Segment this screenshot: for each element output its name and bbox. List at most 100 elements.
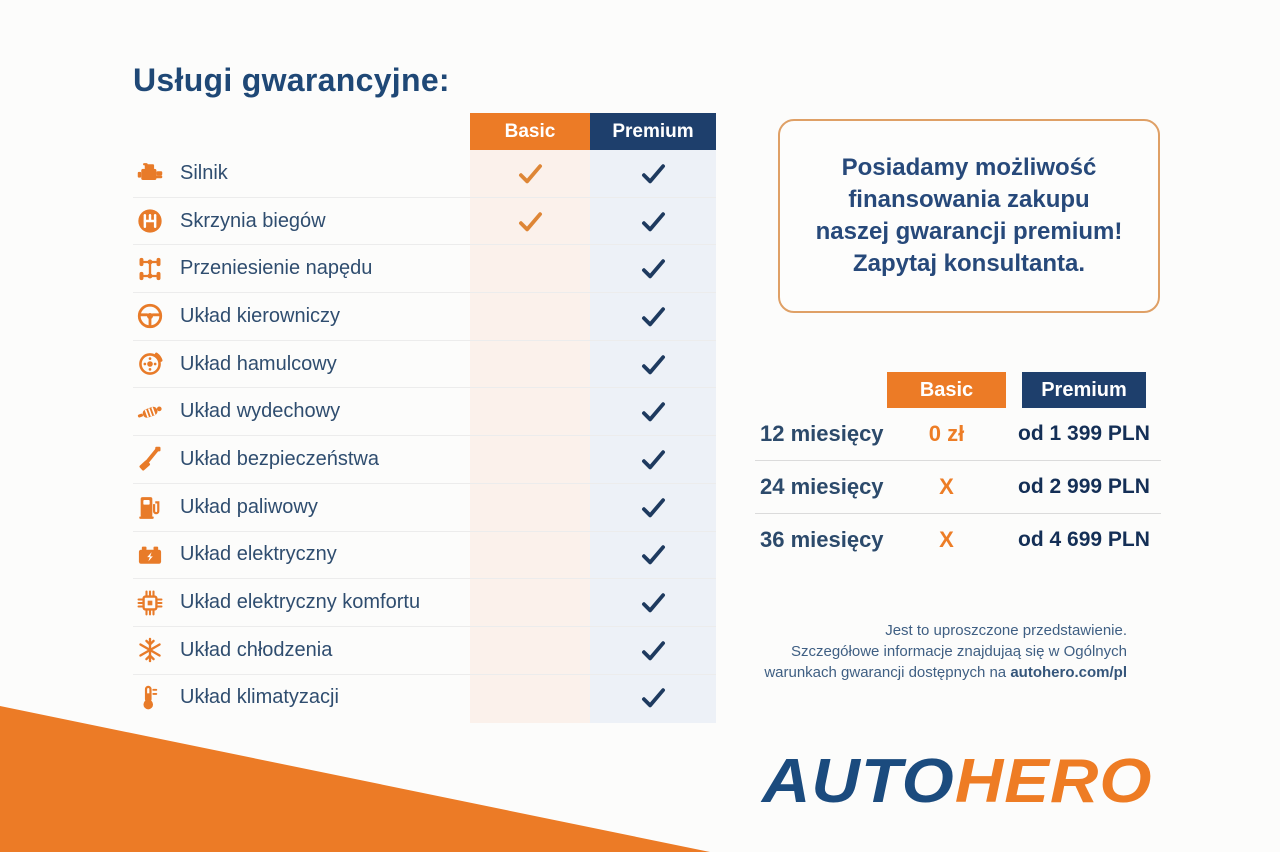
service-label: Układ kierowniczy [180, 304, 341, 327]
pricing-header-basic: Basic [887, 372, 1006, 408]
website-url: autohero.com/pl [1010, 664, 1127, 681]
check-icon [640, 446, 667, 473]
service-row: Układ kierowniczy [133, 293, 716, 341]
check-icon [517, 160, 544, 187]
check-icon [640, 589, 667, 616]
service-row: Układ hamulcowy [133, 341, 716, 389]
pricing-basic-value: X [939, 527, 954, 552]
service-basic-cell [470, 675, 590, 722]
service-label: Układ elektryczny komfortu [180, 591, 421, 614]
service-basic-cell [470, 388, 590, 435]
service-label: Skrzynia biegów [180, 209, 326, 232]
service-premium-cell [590, 245, 716, 292]
pricing-basic-value: 0 zł [928, 421, 965, 446]
pricing-row: 12 miesięcy 0 zł od 1 399 PLN [755, 408, 1161, 460]
pricing-premium-value: od 1 399 PLN [1018, 422, 1150, 445]
check-icon [640, 160, 667, 187]
service-basic-cell [470, 627, 590, 674]
service-row: Układ elektryczny komfortu [133, 579, 716, 627]
service-label: Układ bezpieczeństwa [180, 447, 379, 470]
service-basic-cell [470, 198, 590, 245]
pricing-term: 36 miesięcy [760, 527, 884, 552]
service-premium-cell [590, 579, 716, 626]
battery-icon [135, 540, 165, 570]
service-basic-cell [470, 436, 590, 483]
premium-column-background [590, 150, 716, 723]
pricing-term: 12 miesięcy [760, 421, 884, 446]
pricing-term: 24 miesięcy [760, 474, 884, 499]
service-row: Skrzynia biegów [133, 198, 716, 246]
pricing-premium-value: od 4 699 PLN [1018, 528, 1150, 551]
snowflake-icon [135, 635, 165, 665]
steering-wheel-icon [135, 301, 165, 331]
check-icon [640, 637, 667, 664]
services-header-basic: Basic [470, 113, 590, 150]
service-row: Przeniesienie napędu [133, 245, 716, 294]
promo-text-line: naszej gwarancji premium! [815, 218, 1123, 245]
check-icon [640, 494, 667, 521]
chip-icon [135, 588, 165, 618]
service-row: Układ wydechowy [133, 388, 716, 437]
disclaimer-line-3-text: warunkach gwarancji dostępnych na [764, 664, 1011, 681]
drivetrain-icon [135, 254, 165, 284]
service-premium-cell [590, 436, 716, 483]
service-label: Układ chłodzenia [180, 638, 333, 661]
check-icon [640, 684, 667, 711]
disclaimer-line-1: Jest to uproszczone przedstawienie. [885, 622, 1127, 639]
service-premium-cell [590, 150, 716, 197]
engine-icon [135, 158, 165, 188]
disclaimer-line-2: Szczegółowe informacje znajdujaą się w O… [790, 643, 1127, 660]
fuel-pump-icon [135, 492, 165, 522]
check-icon [640, 303, 667, 330]
service-basic-cell [470, 579, 590, 626]
service-basic-cell [470, 293, 590, 340]
service-row: Układ chłodzenia [133, 627, 716, 675]
service-label: Układ paliwowy [180, 495, 318, 518]
check-icon [640, 255, 667, 282]
promo-text-line: Posiadamy możliwość [841, 154, 1097, 181]
disclaimer-line-3: warunkach gwarancji dostępnych na autohe… [705, 662, 1127, 683]
thermometer-icon [135, 683, 165, 713]
promo-text-line: Zapytaj konsultanta. [852, 250, 1086, 277]
service-basic-cell [470, 150, 590, 197]
pricing-basic-value: X [939, 474, 954, 499]
check-icon [640, 351, 667, 378]
autohero-logo: AUTOHERO [762, 746, 1153, 817]
check-icon [640, 208, 667, 235]
service-label: Układ hamulcowy [180, 352, 337, 375]
seatbelt-icon [135, 444, 165, 474]
service-premium-cell [590, 293, 716, 340]
promo-text-line: finansowania zakupu [848, 186, 1090, 213]
service-basic-cell [470, 532, 590, 579]
service-premium-cell [590, 198, 716, 245]
service-row: Układ paliwowy [133, 484, 716, 532]
service-label: Układ elektryczny [180, 543, 337, 566]
service-premium-cell [590, 532, 716, 579]
services-rows: Silnik Skrzynia biegów Przeniesienie napęd… [133, 150, 716, 721]
brake-icon [135, 349, 165, 379]
service-row: Układ bezpieczeństwa [133, 436, 716, 484]
services-header-premium: Premium [590, 113, 716, 150]
service-basic-cell [470, 245, 590, 292]
service-label: Układ klimatyzacji [180, 686, 339, 709]
page-title: Usługi gwarancyjne: [133, 62, 450, 98]
service-label: Przeniesienie napędu [180, 257, 373, 280]
service-label: Silnik [180, 161, 228, 184]
service-row: Układ klimatyzacji [133, 675, 716, 722]
service-label: Układ wydechowy [180, 400, 341, 423]
service-row: Silnik [133, 150, 716, 198]
gearbox-icon [135, 206, 165, 236]
pricing-header-premium: Premium [1022, 372, 1146, 408]
service-premium-cell [590, 341, 716, 388]
pricing-premium-value: od 2 999 PLN [1018, 475, 1150, 498]
check-icon [640, 398, 667, 425]
exhaust-icon [135, 397, 165, 427]
financing-promo-box: Posiadamy możliwość finansowania zakupu na… [778, 119, 1160, 313]
service-row: Układ elektryczny [133, 532, 716, 580]
service-basic-cell [470, 484, 590, 531]
service-basic-cell [470, 341, 590, 388]
service-premium-cell [590, 675, 716, 722]
basic-column-background [470, 150, 590, 723]
